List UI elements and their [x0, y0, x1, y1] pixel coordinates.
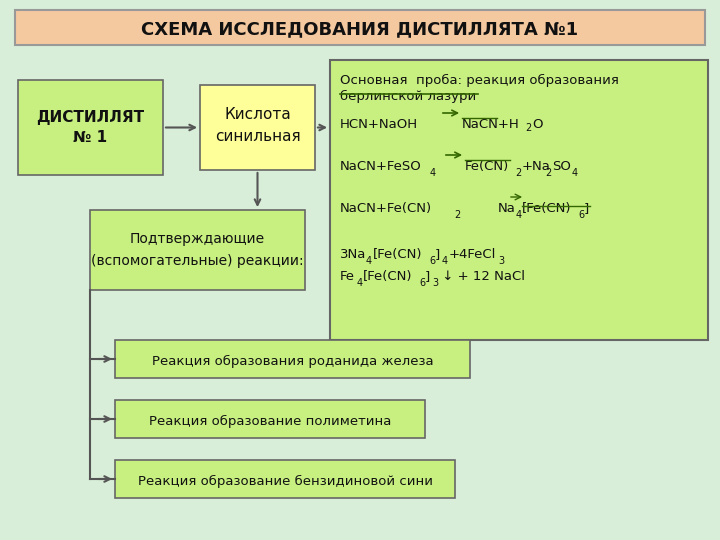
Text: № 1: № 1 [73, 130, 107, 145]
FancyBboxPatch shape [115, 400, 425, 438]
Text: 2: 2 [515, 168, 521, 178]
Text: 4: 4 [572, 168, 578, 178]
Text: (вспомогательные) реакции:: (вспомогательные) реакции: [91, 254, 304, 268]
Text: Реакция образование полиметина: Реакция образование полиметина [149, 415, 391, 428]
Text: [Fe(CN): [Fe(CN) [373, 248, 423, 261]
Text: NaCN+H: NaCN+H [462, 118, 520, 131]
Text: O: O [532, 118, 542, 131]
Text: СХЕМА ИССЛЕДОВАНИЯ ДИСТИЛЛЯТА №1: СХЕМА ИССЛЕДОВАНИЯ ДИСТИЛЛЯТА №1 [141, 21, 579, 38]
Text: 4: 4 [357, 278, 363, 288]
Text: [Fe(CN): [Fe(CN) [363, 270, 413, 283]
FancyBboxPatch shape [18, 80, 163, 175]
Text: ↓ + 12 NaCl: ↓ + 12 NaCl [438, 270, 525, 283]
Text: Fe(CN): Fe(CN) [465, 160, 509, 173]
Text: 2: 2 [545, 168, 552, 178]
Text: NaCN+Fe(CN): NaCN+Fe(CN) [340, 202, 432, 215]
Text: 3Na: 3Na [340, 248, 366, 261]
Text: ]: ] [435, 248, 440, 261]
Text: Na: Na [498, 202, 516, 215]
Text: Реакция образование бензидиновой сини: Реакция образование бензидиновой сини [138, 475, 433, 488]
Text: 2: 2 [454, 210, 460, 220]
Text: 4: 4 [366, 256, 372, 266]
FancyBboxPatch shape [15, 10, 705, 45]
Text: ДИСТИЛЛЯТ: ДИСТИЛЛЯТ [37, 110, 145, 125]
Text: Основная  проба: реакция образования: Основная проба: реакция образования [340, 74, 619, 87]
FancyBboxPatch shape [330, 60, 708, 340]
Text: 4: 4 [516, 210, 522, 220]
Text: 4: 4 [430, 168, 436, 178]
Text: ]: ] [425, 270, 431, 283]
Text: 2: 2 [525, 123, 531, 133]
Text: HCN+NaOH: HCN+NaOH [340, 118, 418, 131]
Text: Кислота: Кислота [224, 107, 291, 122]
Text: 6: 6 [429, 256, 435, 266]
Text: +Na: +Na [522, 160, 551, 173]
Text: Подтверждающие: Подтверждающие [130, 232, 265, 246]
Text: 3: 3 [498, 256, 504, 266]
Text: [Fe(CN): [Fe(CN) [522, 202, 572, 215]
Text: Реакция образования роданида железа: Реакция образования роданида железа [152, 354, 433, 368]
Text: синильная: синильная [215, 129, 300, 144]
Text: ]: ] [584, 202, 589, 215]
FancyBboxPatch shape [200, 85, 315, 170]
Text: +4FeCl: +4FeCl [449, 248, 496, 261]
Text: NaCN+FeSO: NaCN+FeSO [340, 160, 422, 173]
FancyBboxPatch shape [90, 210, 305, 290]
Text: Fe: Fe [340, 270, 355, 283]
Text: 4: 4 [442, 256, 448, 266]
Text: 6: 6 [578, 210, 584, 220]
Text: 6: 6 [419, 278, 425, 288]
FancyBboxPatch shape [115, 340, 470, 378]
Text: SO: SO [552, 160, 571, 173]
Text: берлинской лазури: берлинской лазури [340, 90, 476, 103]
Text: 3: 3 [432, 278, 438, 288]
FancyBboxPatch shape [115, 460, 455, 498]
